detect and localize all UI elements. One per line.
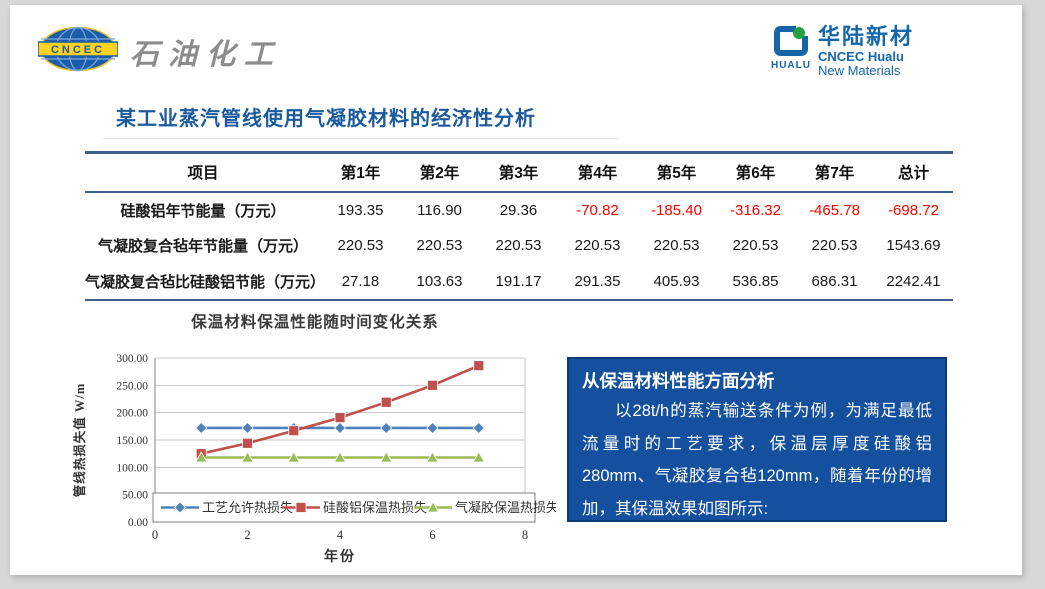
table-row: 气凝胶复合毡比硅酸铝节能（万元） 27.18 103.63 191.17 291.35 4… [85,264,953,300]
table-cell: 116.90 [417,201,462,219]
svg-text:0.00: 0.00 [128,517,148,529]
table-cell: 29.36 [499,201,538,219]
analysis-box-body: 以28t/h的蒸汽输送条件为例，为满足最低流量时的工艺要求，保温层厚度硅酸铝28… [582,402,932,518]
table-header-cell: 第5年 [637,152,716,193]
table-cell: 191.17 [495,272,542,290]
table-header-cell: 第2年 [400,152,479,193]
table-cell: 220.53 [574,237,621,254]
svg-text:150.00: 150.00 [116,435,148,447]
row-label: 气凝胶复合毡比硅酸铝节能（万元） [85,273,326,291]
table-header-cell: 第6年 [716,152,795,193]
table-cell: -70.82 [576,201,619,219]
table-cell: 536.85 [732,272,779,290]
table-cell: 405.93 [653,272,700,290]
svg-text:8: 8 [522,528,528,542]
table-cell: -316.32 [730,201,781,219]
table-cell: 220.53 [495,237,542,254]
page-title: 某工业蒸汽管线使用气凝胶材料的经济性分析 [116,108,536,130]
svg-text:300.00: 300.00 [116,353,148,365]
table-row: 硅酸铝年节能量（万元） 193.35 116.90 29.36 -70.82 -185.4… [85,192,953,228]
chart-title: 保温材料保温性能随时间变化关系 [191,314,439,331]
svg-text:硅酸铝保温热损失: 硅酸铝保温热损失 [323,500,427,515]
table-cell: 27.18 [341,272,380,290]
svg-text:管线热损失值 W/m: 管线热损失值 W/m [72,383,87,498]
svg-text:4: 4 [337,528,344,542]
svg-text:250.00: 250.00 [116,380,148,392]
table-cell: -465.78 [809,201,860,219]
analysis-box-title: 从保温材料性能方面分析 [582,371,775,391]
table-row: 气凝胶复合毡年节能量（万元） 220.53 220.53 220.53 220.53 22… [85,228,953,264]
hualu-logo: HUALU 华陆新材 CNCEC Hualu New Materials [771,25,914,77]
table-cell: -185.40 [651,201,702,219]
cncec-badge-text: CNCEC [51,44,105,56]
left-brand-text: 石油化工 [130,39,283,71]
hualu-brand-en2: New Materials [817,62,901,78]
svg-text:50.00: 50.00 [122,490,148,502]
table-cell: 220.53 [337,237,384,254]
svg-text:100.00: 100.00 [116,462,148,474]
table-cell: 220.53 [732,237,779,254]
table-cell: 103.63 [416,272,463,290]
svg-text:6: 6 [429,528,435,542]
table-cell: 291.35 [574,272,621,290]
table-cell: 220.53 [416,237,463,254]
table-header-row: 项目 第1年 第2年 第3年 第4年 第5年 第6年 第7年 总计 [85,152,953,193]
hualu-square-icon [773,25,809,62]
row-label: 气凝胶复合毡年节能量（万元） [97,238,308,255]
analysis-box: 从保温材料性能方面分析 以28t/h的蒸汽输送条件为例，为满足最低流量时的工艺要… [567,357,947,522]
table-header-cell: 第4年 [558,152,637,193]
svg-text:气凝胶保温热损失: 气凝胶保温热损失 [455,500,556,515]
table-cell: -698.72 [888,201,939,219]
slide-canvas: CNCEC 石油化工 HUALU 华陆新材 CNCEC Hualu New Ma… [10,5,1022,575]
svg-text:年份: 年份 [324,548,356,565]
table-cell: 1543.69 [886,237,941,254]
economics-table: 项目 第1年 第2年 第3年 第4年 第5年 第6年 第7年 总计 硅酸铝年节能量（万元） 193… [85,151,953,301]
svg-text:0: 0 [152,528,158,542]
svg-text:工艺允许热损失: 工艺允许热损失 [202,500,293,515]
table-body: 硅酸铝年节能量（万元） 193.35 116.90 29.36 -70.82 -185.4… [85,192,953,300]
table-cell: 220.53 [811,237,858,254]
svg-text:200.00: 200.00 [116,408,148,420]
table-header-cell: 第1年 [321,152,400,193]
table-cell: 686.31 [811,272,858,290]
svg-text:2: 2 [244,528,250,542]
insulation-chart: 0.00 50.00 100.00 150.00 200.00 250.00 300.00 0… [70,335,556,570]
table-header-cell: 第7年 [795,152,874,193]
row-label: 硅酸铝年节能量（万元） [120,202,286,220]
table-header-cell: 第3年 [479,152,558,193]
table-cell: 2242.41 [886,272,941,290]
table-header-cell: 总计 [874,152,953,193]
table-cell: 220.53 [653,237,700,254]
hualu-brand-cn: 华陆新材 [817,24,914,49]
cncec-globe-icon: CNCEC [37,25,119,73]
hualu-brand-en1: CNCEC Hualu [817,49,904,65]
title-underline [103,138,619,139]
hualu-icon-text: HUALU [770,60,811,71]
table-header-cell: 项目 [85,152,321,193]
table-cell: 193.35 [337,201,384,219]
